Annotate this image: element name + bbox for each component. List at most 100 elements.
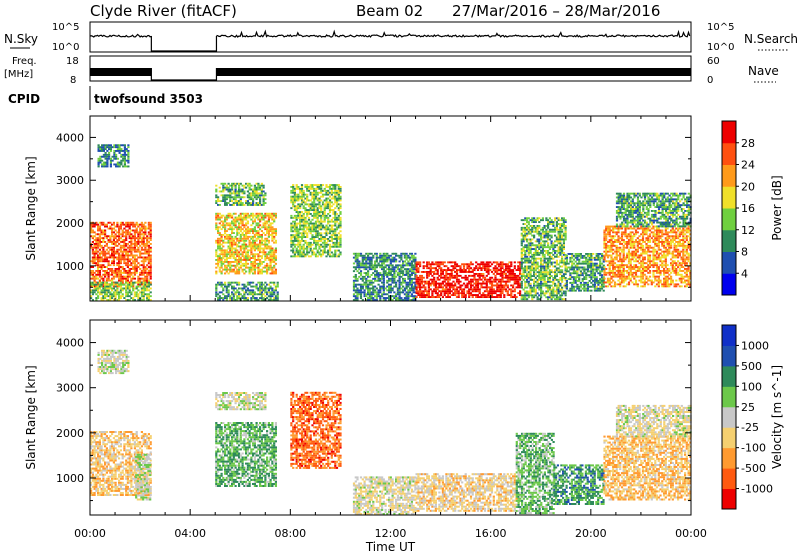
- echo-cell: [427, 286, 430, 289]
- echo-cell: [436, 282, 439, 285]
- echo-cell: [365, 258, 368, 261]
- echo-cell: [501, 261, 504, 264]
- echo-cell: [142, 248, 145, 251]
- echo-cell: [215, 218, 218, 221]
- echo-cell: [318, 251, 321, 254]
- echo-cell: [304, 216, 307, 219]
- echo-cell: [114, 268, 117, 270]
- echo-cell: [420, 294, 423, 296]
- echo-cell: [250, 243, 253, 246]
- echo-cell: [271, 289, 274, 292]
- echo-cell: [299, 245, 302, 248]
- echo-cell: [466, 282, 469, 285]
- echo-cell: [422, 267, 425, 270]
- echo-cell: [434, 288, 437, 291]
- echo-cell: [257, 270, 260, 273]
- echo-cell: [234, 253, 237, 256]
- echo-cell: [133, 237, 136, 240]
- echo-cell: [241, 196, 244, 199]
- echo-cell: [252, 262, 255, 265]
- echo-cell: [367, 252, 370, 255]
- echo-cell: [90, 227, 93, 230]
- echo-cell: [475, 282, 478, 285]
- echo-cell: [123, 254, 126, 257]
- echo-cell: [95, 258, 98, 261]
- echo-cell: [252, 216, 255, 219]
- echo-cell: [352, 266, 356, 269]
- echo-cell: [91, 283, 94, 286]
- echo-cell: [253, 247, 256, 250]
- echo-cell: [273, 266, 276, 269]
- echo-cell: [126, 291, 129, 294]
- echo-cell: [365, 274, 368, 276]
- echo-cell: [229, 239, 232, 242]
- echo-cell: [232, 182, 235, 185]
- echo-cell: [149, 246, 152, 249]
- echo-cell: [222, 234, 225, 236]
- echo-cell: [97, 243, 100, 245]
- echo-cell: [142, 244, 145, 247]
- echo-cell: [368, 262, 371, 265]
- echo-cell: [227, 237, 230, 240]
- echo-cell: [321, 253, 325, 256]
- echo-cell: [125, 262, 128, 265]
- echo-cell: [130, 264, 133, 267]
- echo-cell: [497, 284, 501, 287]
- echo-cell: [519, 286, 522, 289]
- echo-cell: [496, 261, 499, 264]
- echo-cell: [529, 238, 532, 241]
- echo-cell: [126, 279, 129, 282]
- echo-cell: [325, 234, 328, 237]
- echo-cell: [238, 295, 241, 298]
- echo-cell: [259, 184, 262, 187]
- echo-cell: [323, 236, 326, 238]
- echo-cell: [217, 196, 220, 199]
- echo-cell: [238, 194, 241, 197]
- echo-cell: [524, 267, 527, 270]
- echo-cell: [231, 261, 234, 263]
- echo-cell: [111, 293, 114, 296]
- echo-cell: [359, 289, 363, 292]
- echo-cell: [398, 260, 401, 263]
- echo-cell: [126, 221, 129, 224]
- echo-cell: [461, 276, 464, 279]
- echo-cell: [267, 247, 270, 250]
- echo-cell: [259, 220, 262, 223]
- echo-cell: [225, 218, 228, 221]
- echo-cell: [339, 205, 342, 208]
- echo-cell: [93, 279, 96, 282]
- echo-cell: [538, 217, 541, 220]
- echo-cell: [146, 243, 149, 245]
- echo-cell: [374, 264, 377, 267]
- echo-cell: [97, 233, 100, 236]
- echo-cell: [146, 297, 149, 299]
- echo-cell: [218, 226, 221, 229]
- echo-cell: [375, 266, 378, 269]
- echo-cell: [415, 282, 418, 285]
- echo-cell: [123, 165, 126, 168]
- echo-cell: [239, 214, 242, 217]
- echo-cell: [229, 222, 232, 225]
- echo-cell: [267, 241, 270, 244]
- echo-cell: [529, 246, 532, 249]
- echo-cell: [352, 256, 356, 259]
- echo-cell: [295, 211, 298, 213]
- echo-cell: [309, 203, 312, 206]
- echo-cell: [526, 232, 529, 235]
- echo-cell: [522, 271, 525, 274]
- echo-cell: [306, 213, 309, 215]
- echo-cell: [402, 289, 405, 292]
- echo-cell: [358, 283, 361, 286]
- echo-cell: [91, 256, 94, 259]
- echo-cell: [234, 200, 237, 202]
- echo-cell: [519, 269, 522, 271]
- echo-cell: [142, 256, 145, 259]
- echo-cell: [318, 224, 321, 227]
- echo-cell: [359, 283, 363, 286]
- echo-cell: [522, 223, 525, 225]
- echo-cell: [512, 273, 515, 275]
- freq-tick-bottom: 8: [70, 75, 76, 86]
- echo-cell: [116, 285, 119, 288]
- echo-cell: [410, 266, 413, 269]
- echo-cell: [217, 212, 220, 215]
